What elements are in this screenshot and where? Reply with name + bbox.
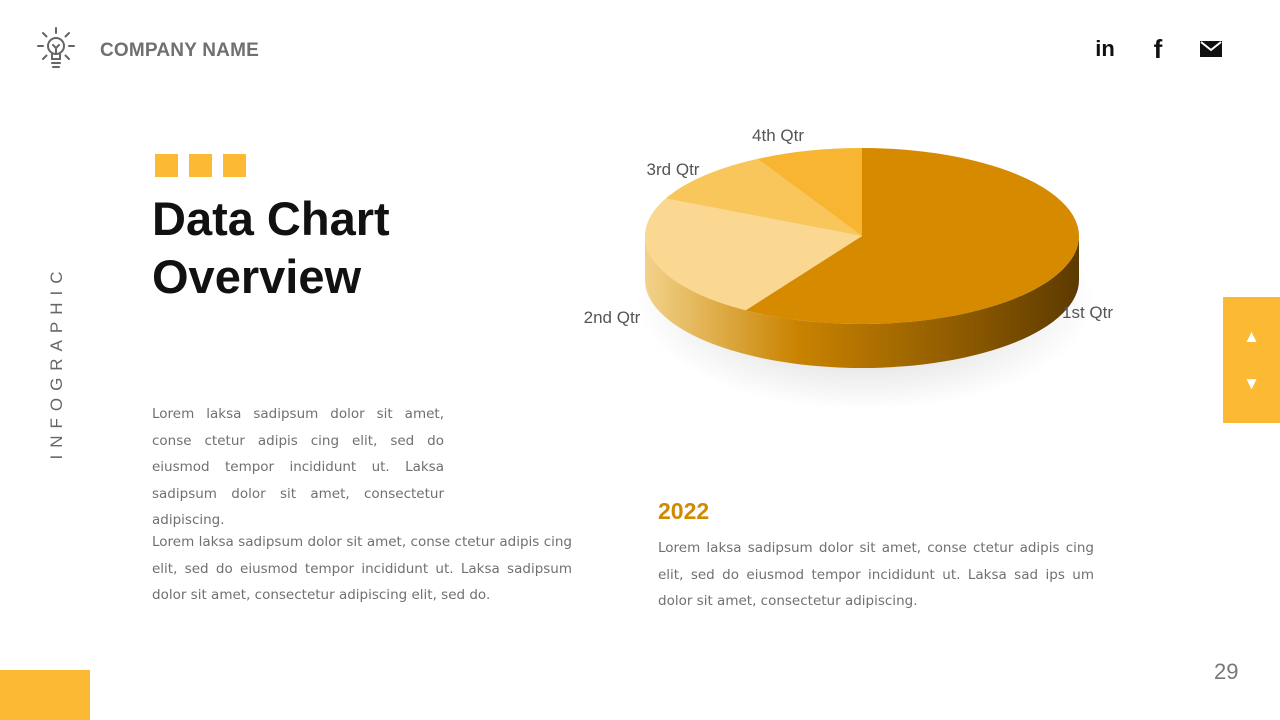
slice-label-4: 4th Qtr [752, 126, 804, 145]
title-line-1: Data Chart [152, 192, 390, 245]
nav-up-button[interactable]: ▲ [1243, 326, 1260, 346]
decor-square [189, 154, 212, 177]
slice-label-2: 2nd Qtr [584, 308, 641, 327]
pie-slice-4 [757, 148, 862, 236]
slice-label-1: 1st Qtr [1062, 303, 1113, 322]
pie-chart: 1st Qtr 2nd Qtr 3rd Qtr 4th Qtr [584, 126, 1113, 410]
page-title: Data Chart Overview [152, 190, 390, 306]
company-name: COMPANY NAME [100, 40, 259, 61]
corner-accent [0, 670, 90, 720]
body-paragraph-2: Lorem laksa sadipsum dolor sit amet, con… [152, 534, 572, 603]
slide-nav: ▲ ▼ [1223, 297, 1280, 423]
vertical-label: INFOGRAPHIC [47, 264, 66, 460]
pie-slice-3 [665, 158, 862, 236]
decor-square [155, 154, 178, 177]
linkedin-icon[interactable]: in [1095, 36, 1115, 61]
page-number: 29 [1214, 659, 1239, 684]
pie-slice-1 [745, 148, 1079, 324]
pie-slice-2 [645, 198, 862, 311]
body-paragraph-3: Lorem laksa sadipsum dolor sit amet, con… [658, 540, 1094, 609]
pie-side-wall [645, 236, 1079, 368]
lightbulb-icon [32, 26, 80, 74]
mail-icon[interactable] [1196, 34, 1226, 64]
year-heading: 2022 [658, 498, 710, 524]
nav-down-button[interactable]: ▼ [1243, 374, 1260, 394]
title-line-2: Overview [152, 250, 362, 303]
decor-square [223, 154, 246, 177]
facebook-icon[interactable]: f [1153, 33, 1163, 64]
slice-label-3: 3rd Qtr [647, 160, 700, 179]
body-paragraph-1: Lorem laksa sadipsum dolor sit amet, con… [152, 406, 444, 528]
